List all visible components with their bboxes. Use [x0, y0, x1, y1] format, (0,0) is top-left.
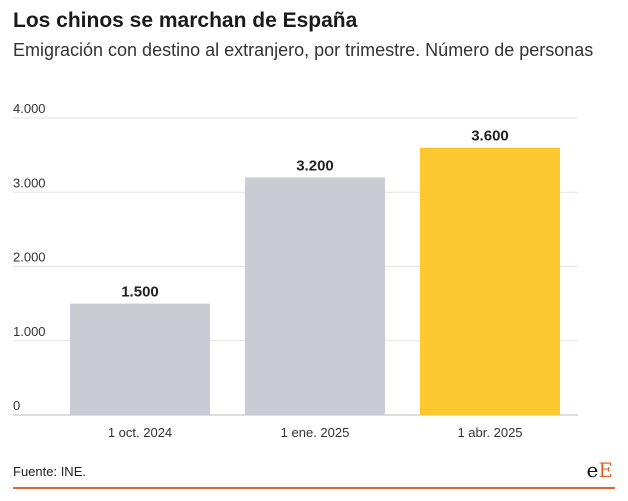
logo-letter-e: e — [586, 458, 599, 482]
x-tick-label: 1 oct. 2024 — [108, 425, 172, 440]
x-tick-label: 1 abr. 2025 — [457, 425, 522, 440]
y-tick-label: 3.000 — [13, 175, 46, 190]
bar-value-label: 1.500 — [121, 284, 159, 301]
y-tick-label: 2.000 — [13, 250, 46, 265]
chart-title: Los chinos se marchan de España — [13, 9, 358, 32]
bar — [70, 303, 210, 415]
y-tick-label: 1.000 — [13, 324, 46, 339]
bar — [420, 147, 560, 415]
publisher-logo: eE — [587, 458, 613, 482]
x-tick-label: 1 ene. 2025 — [281, 425, 350, 440]
chart-subtitle: Emigración con destino al extranjero, po… — [13, 40, 594, 60]
footer-divider — [13, 487, 615, 489]
bar — [245, 177, 385, 415]
y-tick-label: 0 — [13, 398, 20, 413]
bar-value-label: 3.600 — [471, 128, 509, 145]
bar-value-label: 3.200 — [296, 157, 334, 174]
y-tick-label: 4.000 — [13, 101, 46, 116]
logo-letter-E: E — [598, 458, 613, 482]
bar-chart: 0 1.000 2.000 3.000 4.000 1.500 1 oct. 2024 3.2… — [13, 101, 578, 440]
source-note: Fuente: INE. — [13, 464, 86, 479]
